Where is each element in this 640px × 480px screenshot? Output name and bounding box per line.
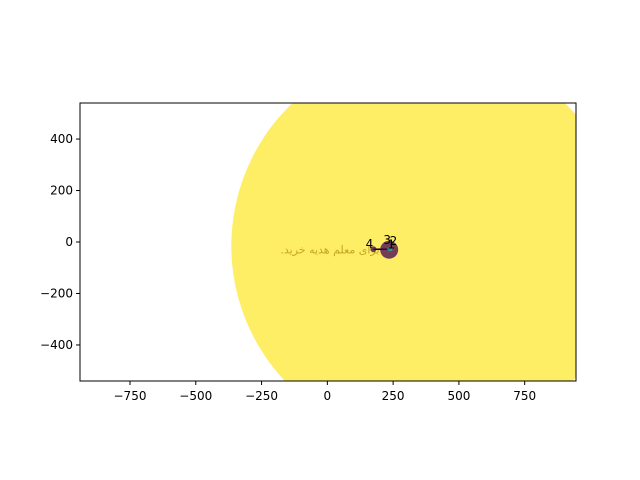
point-label-2: 2 — [390, 234, 398, 248]
point-label-3: 3 — [383, 233, 391, 247]
x-tick-label: −500 — [179, 389, 212, 403]
y-tick-label: −200 — [40, 286, 73, 300]
plot-layer: برای معلم هدیه خرید. — [231, 103, 576, 381]
x-tick-label: 250 — [382, 389, 405, 403]
annotation-text: برای معلم هدیه خرید. — [280, 244, 379, 257]
point-marker-3 — [387, 247, 392, 252]
bubble-marker — [231, 103, 576, 381]
x-tick-label: −750 — [114, 389, 147, 403]
y-tick-label: 0 — [65, 235, 73, 249]
y-tick-label: 200 — [50, 184, 73, 198]
x-tick-label: 750 — [513, 389, 536, 403]
x-axis: −750 −500 −250 0 250 500 750 — [114, 381, 536, 403]
x-tick-label: −250 — [245, 389, 278, 403]
y-axis: −400 −200 0 200 400 — [40, 132, 80, 352]
x-tick-label: 500 — [447, 389, 470, 403]
y-tick-label: −400 — [40, 338, 73, 352]
y-tick-label: 400 — [50, 132, 73, 146]
point-label-4: 4 — [366, 237, 374, 251]
point-marker-4 — [370, 246, 377, 253]
x-tick-label: 0 — [324, 389, 332, 403]
point-label-1: 1 — [387, 238, 395, 252]
